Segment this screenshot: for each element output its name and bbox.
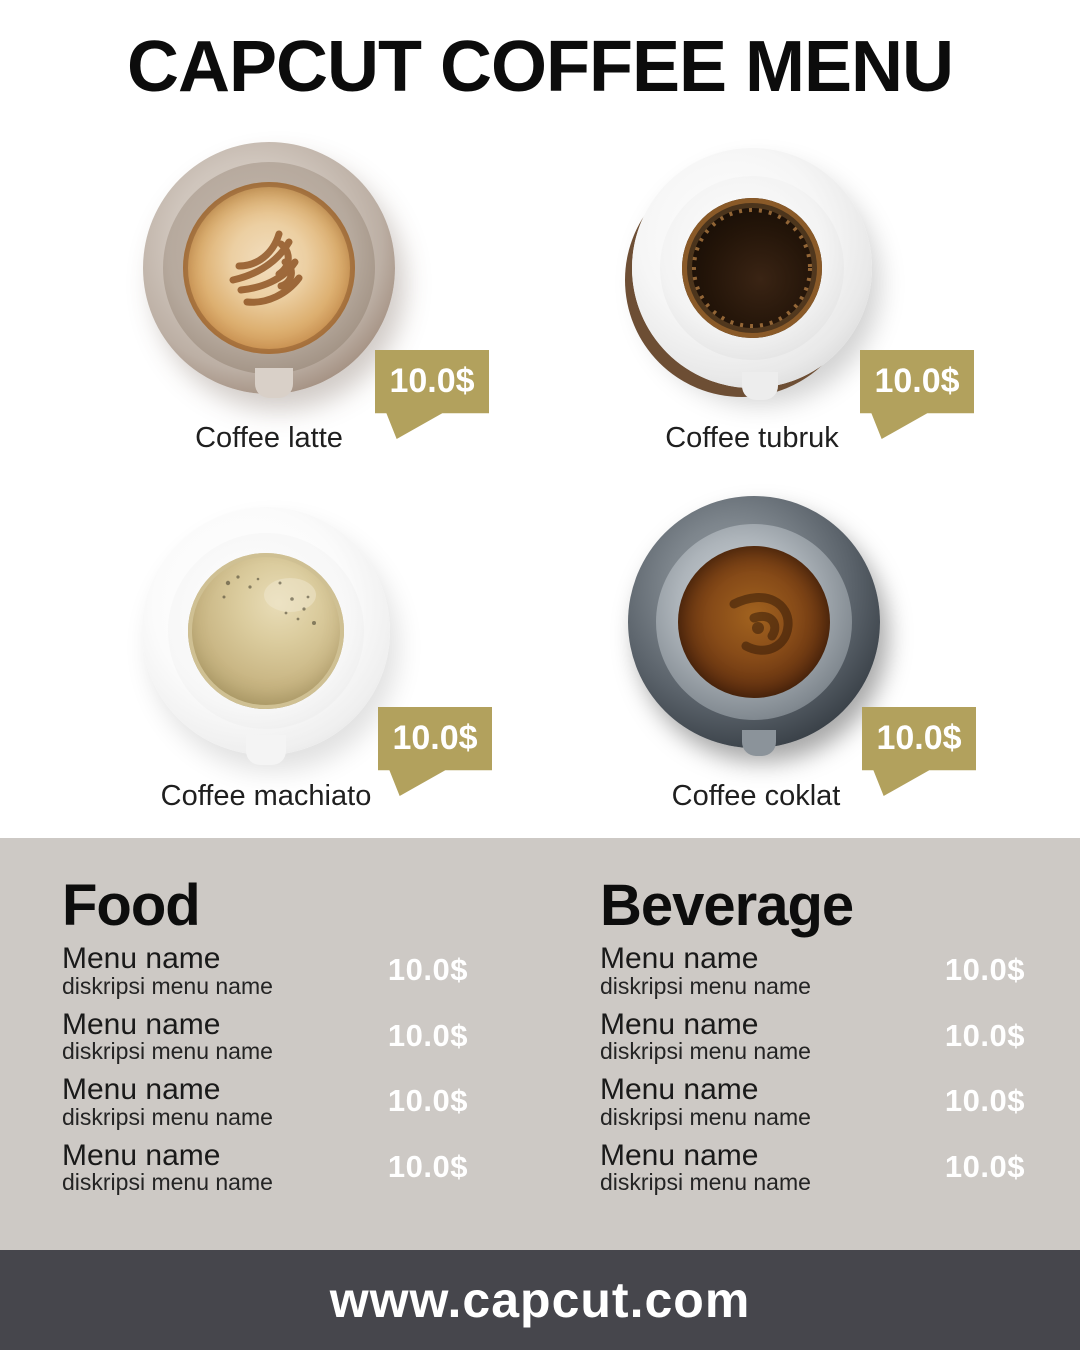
menu-item-description: diskripsi menu name xyxy=(600,1038,811,1065)
beverage-section: Beverage Menu name diskripsi menu name 1… xyxy=(600,873,1025,1205)
cup-handle xyxy=(742,730,776,756)
menu-item-price: 10.0$ xyxy=(387,1148,468,1184)
menu-item-description: diskripsi menu name xyxy=(600,1169,811,1196)
menu-item-price: 10.0$ xyxy=(387,1083,468,1119)
coffee-name-label: Coffee machiato xyxy=(160,780,372,812)
menu-item-description: diskripsi menu name xyxy=(62,1169,273,1196)
menu-item-price: 10.0$ xyxy=(944,952,1025,988)
menu-item-name: Menu name xyxy=(62,1138,221,1172)
menu-row: Menu name diskripsi menu name 10.0$ xyxy=(62,1140,468,1195)
black-coffee xyxy=(682,198,822,338)
coffee-photo-latte xyxy=(143,142,395,398)
latte-crema xyxy=(183,182,355,354)
coffee-photo-machiato xyxy=(140,505,392,765)
menu-item-name: Menu name xyxy=(62,1007,221,1041)
food-rows: Menu name diskripsi menu name 10.0$ Menu… xyxy=(62,943,468,1194)
menu-item-description: diskripsi menu name xyxy=(600,1103,811,1130)
coffee-name-label: Coffee coklat xyxy=(671,780,841,812)
beverage-heading: Beverage xyxy=(600,873,854,938)
menu-row: Menu name diskripsi menu name 10.0$ xyxy=(600,1140,1025,1195)
price-label: 10.0$ xyxy=(876,719,962,757)
coffee-photo-tubruk xyxy=(626,142,878,400)
beverage-rows: Menu name diskripsi menu name 10.0$ Menu… xyxy=(600,943,1025,1194)
price-label: 10.0$ xyxy=(874,362,960,400)
menu-item-name: Menu name xyxy=(600,1007,759,1041)
price-label: 10.0$ xyxy=(389,362,475,400)
food-heading: Food xyxy=(62,873,201,938)
cup-handle xyxy=(742,372,778,400)
food-section: Food Menu name diskripsi menu name 10.0$… xyxy=(62,873,468,1205)
menu-row: Menu name diskripsi menu name 10.0$ xyxy=(600,943,1025,998)
menu-row: Menu name diskripsi menu name 10.0$ xyxy=(62,943,468,998)
page-title: CAPCUT COFFEE MENU xyxy=(127,27,954,107)
chocolate-coffee xyxy=(678,546,830,698)
website-url: www.capcut.com xyxy=(329,1272,751,1328)
menu-item-description: diskripsi menu name xyxy=(62,1103,273,1130)
footer-bar: www.capcut.com xyxy=(0,1250,1080,1350)
menu-item-price: 10.0$ xyxy=(387,952,468,988)
menu-item-name: Menu name xyxy=(600,1073,759,1107)
menu-item-price: 10.0$ xyxy=(944,1017,1025,1053)
menu-row: Menu name diskripsi menu name 10.0$ xyxy=(62,1074,468,1129)
menu-item-description: diskripsi menu name xyxy=(62,1038,273,1065)
coffee-photo-coklat xyxy=(628,496,880,756)
coffee-name-label: Coffee tubruk xyxy=(665,422,839,454)
menu-row: Menu name diskripsi menu name 10.0$ xyxy=(600,1074,1025,1129)
menu-item-name: Menu name xyxy=(62,1073,221,1107)
menu-item-name: Menu name xyxy=(600,1138,759,1172)
menu-item-description: diskripsi menu name xyxy=(600,972,811,999)
cup-handle xyxy=(246,735,286,765)
menu-item-price: 10.0$ xyxy=(387,1017,468,1053)
menu-item-price: 10.0$ xyxy=(944,1083,1025,1119)
menu-item-description: diskripsi menu name xyxy=(62,972,273,999)
pale-crema xyxy=(188,553,344,709)
price-label: 10.0$ xyxy=(392,719,478,757)
menu-row: Menu name diskripsi menu name 10.0$ xyxy=(600,1009,1025,1064)
cup-handle xyxy=(255,368,293,398)
menu-panel: Food Menu name diskripsi menu name 10.0$… xyxy=(0,838,1080,1250)
menu-item-name: Menu name xyxy=(62,942,221,976)
menu-item-price: 10.0$ xyxy=(944,1148,1025,1184)
menu-item-name: Menu name xyxy=(600,942,759,976)
coffee-name-label: Coffee latte xyxy=(195,422,343,454)
menu-row: Menu name diskripsi menu name 10.0$ xyxy=(62,1009,468,1064)
